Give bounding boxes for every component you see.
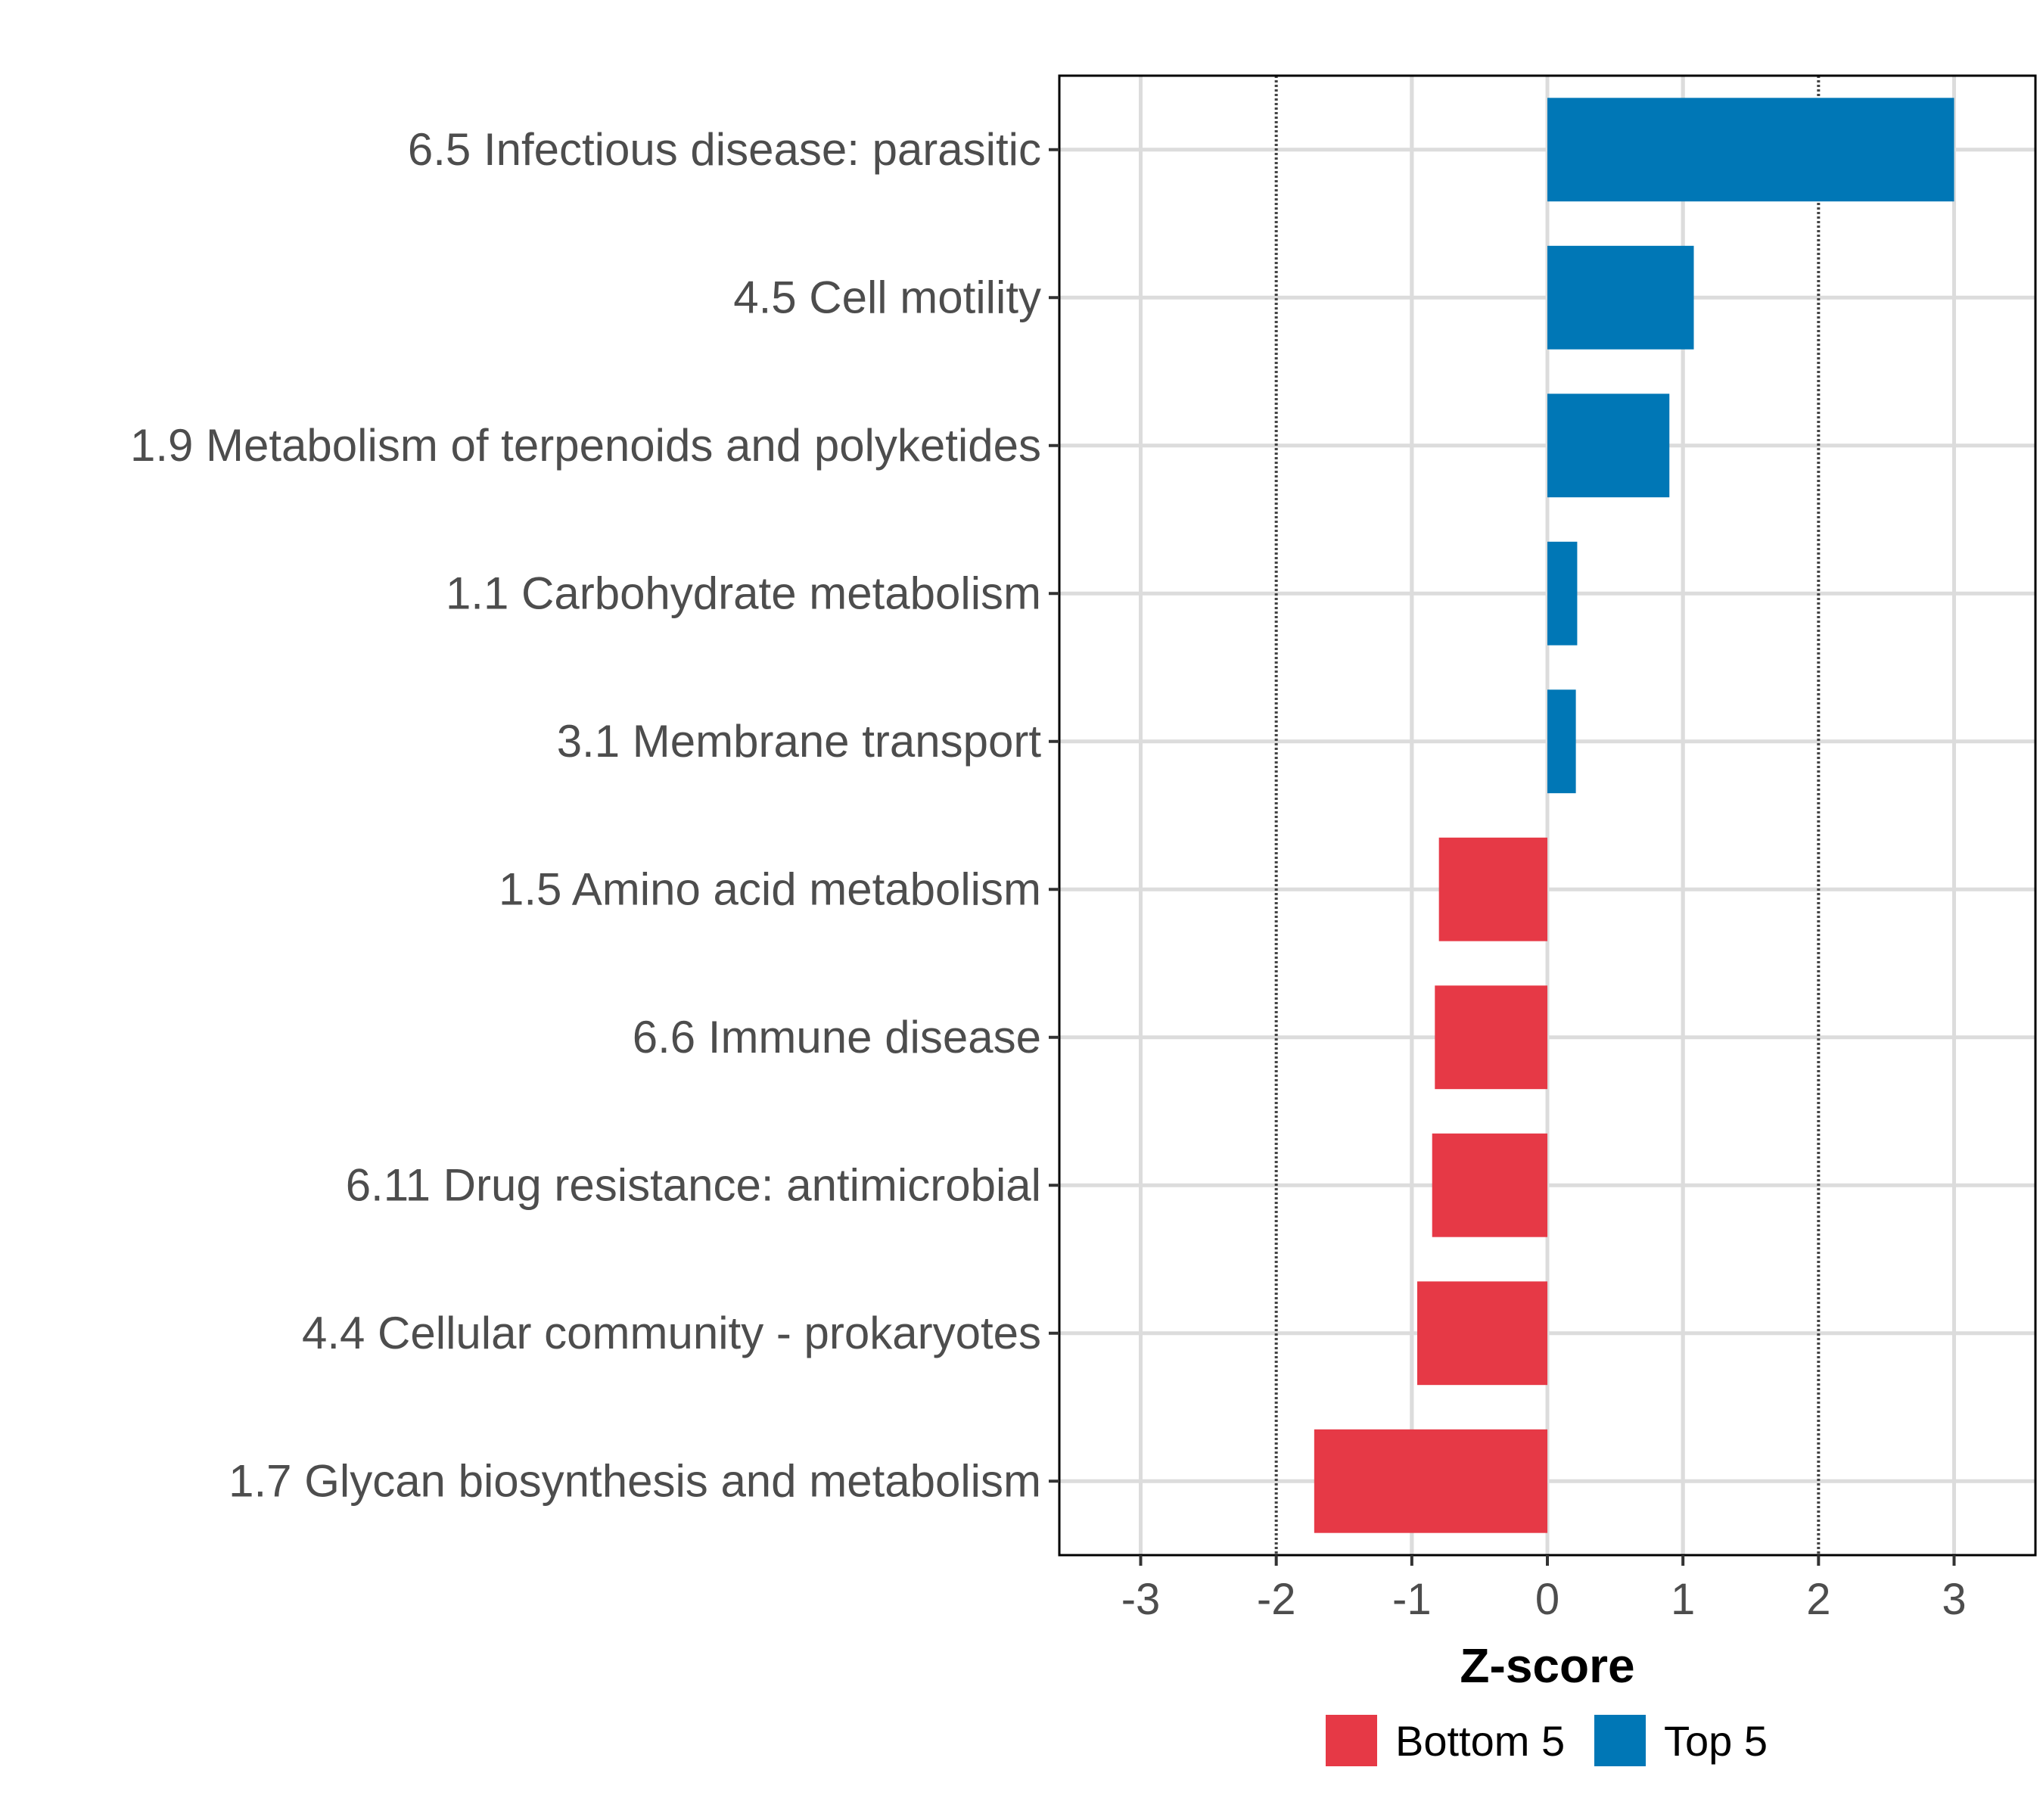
bars (1314, 98, 1954, 1533)
bar (1432, 1133, 1547, 1237)
category-label: 1.7 Glycan biosynthesis and metabolism (229, 1455, 1041, 1506)
category-label: 1.5 Amino acid metabolism (499, 863, 1041, 914)
category-label: 1.9 Metabolism of terpenoids and polyket… (130, 420, 1041, 471)
legend: Bottom 5 Top 5 (1326, 1715, 1768, 1766)
bar (1547, 541, 1578, 646)
category-label: 6.5 Infectious disease: parasitic (408, 124, 1041, 175)
x-axis-title: Z-score (1460, 1638, 1634, 1693)
category-axis: 6.5 Infectious disease: parasitic 4.5 Cel… (130, 124, 1059, 1506)
category-label: 6.6 Immune disease (633, 1012, 1041, 1062)
x-tick-label: 1 (1671, 1575, 1695, 1624)
bar (1547, 689, 1576, 794)
category-label: 4.5 Cell motility (733, 272, 1041, 322)
x-tick-label: -3 (1121, 1575, 1161, 1624)
bar (1547, 98, 1954, 202)
bar (1435, 985, 1547, 1090)
reference-lines (1274, 76, 1821, 1555)
category-label: 1.1 Carbohydrate metabolism (446, 568, 1041, 618)
category-label: 6.11 Drug resistance: antimicrobial (346, 1159, 1041, 1210)
value-axis: -3 -2 -1 0 1 2 3 (1121, 1555, 1967, 1624)
category-label: 3.1 Membrane transport (557, 716, 1042, 767)
bar (1438, 837, 1547, 941)
x-tick-label: 3 (1942, 1575, 1966, 1624)
legend-swatch (1594, 1715, 1646, 1766)
bar (1417, 1281, 1547, 1386)
x-tick-label: -2 (1257, 1575, 1296, 1624)
legend-label: Bottom 5 (1395, 1717, 1565, 1765)
bar (1547, 245, 1694, 350)
bar (1547, 394, 1670, 498)
legend-swatch (1326, 1715, 1377, 1766)
x-tick-label: 2 (1806, 1575, 1830, 1624)
x-tick-label: -1 (1392, 1575, 1432, 1624)
category-label: 4.4 Cellular community - prokaryotes (302, 1308, 1041, 1358)
bar (1314, 1429, 1547, 1533)
x-tick-label: 0 (1535, 1575, 1559, 1624)
legend-label: Top 5 (1664, 1717, 1768, 1765)
